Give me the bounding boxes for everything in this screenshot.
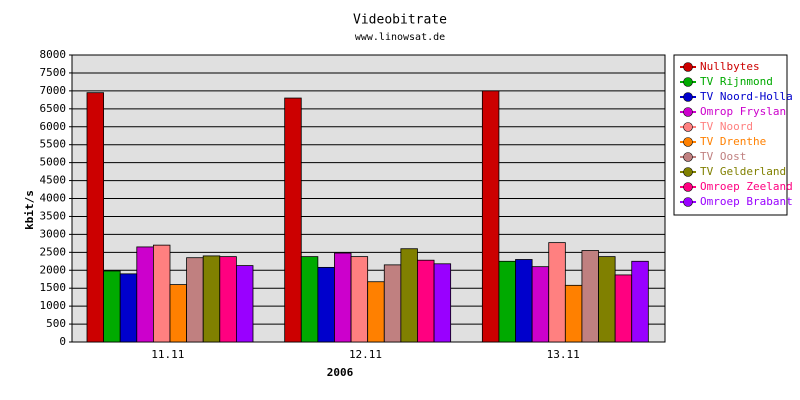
legend-marker — [683, 197, 693, 207]
bar — [317, 266, 335, 343]
chart-subtitle: www.linowsat.de — [355, 32, 445, 43]
bar — [186, 257, 204, 343]
y-tick-label: 4000 — [40, 192, 67, 205]
legend-label: Nullbytes — [700, 60, 760, 73]
legend-marker — [683, 77, 693, 87]
bar — [235, 265, 254, 343]
y-tick-label: 5500 — [40, 138, 67, 151]
y-tick-label: 7500 — [40, 66, 67, 79]
legend-label: TV Noord-Holla — [700, 90, 793, 103]
legend-label: TV Drenthe — [700, 135, 766, 148]
y-tick-label: 2500 — [40, 245, 67, 258]
legend-marker — [683, 122, 693, 132]
bar — [136, 246, 154, 343]
bar — [152, 244, 171, 343]
bar — [515, 259, 533, 343]
bar — [433, 263, 452, 343]
legend-marker — [683, 152, 693, 162]
legend-label: TV Rijnmond — [700, 75, 773, 88]
bar — [417, 259, 435, 343]
y-tick-label: 3000 — [40, 227, 67, 240]
bar — [498, 260, 516, 343]
x-tick-label: 11.11 — [151, 348, 184, 361]
legend-label: TV Gelderland — [700, 165, 786, 178]
bar — [367, 281, 385, 343]
legend-label: TV Noord — [700, 120, 753, 133]
y-tick-label: 6500 — [40, 102, 67, 115]
bar — [548, 242, 566, 343]
y-tick-label: 1000 — [40, 299, 67, 312]
y-tick-label: 4500 — [40, 174, 67, 187]
x-axis-label: 2006 — [327, 366, 354, 379]
legend-marker — [683, 62, 693, 72]
bar — [481, 90, 500, 343]
bar — [119, 273, 138, 343]
bar — [631, 260, 649, 343]
x-tick-label: 13.11 — [547, 348, 580, 361]
y-tick-label: 6000 — [40, 120, 67, 133]
bar — [86, 92, 105, 343]
bar — [383, 264, 402, 343]
bar — [400, 248, 418, 343]
bar — [531, 266, 550, 343]
chart-title: Videobitrate — [353, 13, 447, 28]
bar — [284, 97, 302, 343]
legend-label: Omrop Fryslan — [700, 105, 786, 118]
bar — [300, 256, 319, 343]
y-tick-label: 2000 — [40, 263, 67, 276]
legend-label: Omroep Brabant — [700, 195, 793, 208]
bar — [350, 256, 369, 343]
bar — [581, 250, 599, 343]
bar — [598, 256, 616, 343]
bar — [202, 255, 221, 343]
legend-label: Omroep Zeeland — [700, 180, 793, 193]
bar — [103, 270, 121, 343]
y-axis-label: kbit/s — [23, 190, 36, 230]
bar — [169, 284, 188, 343]
legend-label: TV Oost — [700, 150, 746, 163]
legend-marker — [683, 107, 693, 117]
y-tick-label: 500 — [46, 317, 66, 330]
y-tick-label: 8000 — [40, 48, 67, 61]
y-tick-label: 0 — [59, 335, 66, 348]
legend-marker — [683, 167, 693, 177]
y-tick-label: 1500 — [40, 281, 67, 294]
legend-marker — [683, 137, 693, 147]
bar — [334, 252, 352, 343]
bar — [219, 256, 237, 343]
bar — [614, 274, 633, 343]
legend-marker — [683, 182, 693, 192]
x-tick-label: 12.11 — [349, 348, 382, 361]
y-tick-label: 3500 — [40, 209, 67, 222]
bar — [564, 284, 583, 343]
y-tick-label: 5000 — [40, 156, 67, 169]
y-tick-label: 7000 — [40, 84, 67, 97]
legend-marker — [683, 92, 693, 102]
